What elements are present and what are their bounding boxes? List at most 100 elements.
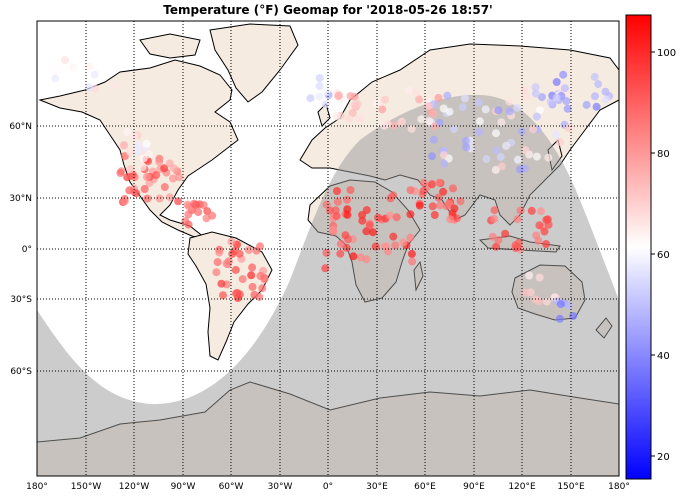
observation-point xyxy=(244,246,253,255)
observation-point xyxy=(525,271,534,280)
observation-point xyxy=(475,127,483,136)
observation-point xyxy=(490,214,499,223)
observation-point xyxy=(408,257,417,266)
colorbar-tick: 100 xyxy=(657,48,676,59)
observation-point xyxy=(160,183,169,191)
observation-point xyxy=(155,194,164,203)
observation-point xyxy=(155,157,164,166)
observation-point xyxy=(126,165,135,174)
observation-point xyxy=(564,124,573,132)
observation-point xyxy=(90,70,99,79)
observation-point xyxy=(535,221,544,230)
lat-label: 60°S xyxy=(10,367,32,377)
observation-point xyxy=(415,201,424,210)
observation-point xyxy=(542,240,551,248)
observation-point xyxy=(425,117,434,126)
observation-point xyxy=(417,115,426,124)
observation-point xyxy=(517,127,526,136)
observation-point xyxy=(407,249,416,258)
observation-point xyxy=(215,248,224,257)
observation-point xyxy=(439,104,448,113)
observation-point xyxy=(556,138,565,147)
observation-point xyxy=(326,206,335,215)
colorbar-tick: 80 xyxy=(657,149,670,160)
observation-point xyxy=(343,205,352,214)
observation-point xyxy=(231,265,240,274)
observation-point xyxy=(256,242,264,251)
observation-point xyxy=(502,141,511,150)
observation-point xyxy=(372,99,381,108)
observation-point xyxy=(461,94,469,103)
lon-label: 180° xyxy=(608,482,630,492)
observation-point xyxy=(362,227,371,236)
observation-point xyxy=(345,114,353,123)
observation-point xyxy=(419,178,428,187)
observation-point xyxy=(194,208,203,217)
observation-point xyxy=(552,78,561,86)
observation-point xyxy=(435,178,444,187)
observation-point xyxy=(443,91,452,100)
observation-point xyxy=(208,211,217,220)
observation-point xyxy=(505,107,514,116)
observation-point xyxy=(329,225,338,234)
observation-point xyxy=(85,62,94,71)
lon-label: 180° xyxy=(26,482,48,492)
observation-point xyxy=(321,264,330,273)
observation-point xyxy=(434,193,443,202)
observation-point xyxy=(601,87,610,96)
observation-point xyxy=(399,238,408,247)
observation-point xyxy=(456,197,465,206)
observation-point xyxy=(552,93,561,102)
observation-point xyxy=(91,84,100,93)
observation-point xyxy=(450,125,459,133)
observation-point xyxy=(563,104,572,113)
observation-point xyxy=(594,80,603,89)
observation-point xyxy=(590,72,599,81)
observation-point xyxy=(449,184,457,193)
lon-label: 150°E xyxy=(557,482,585,492)
observation-point xyxy=(513,215,522,224)
observation-point xyxy=(547,97,555,106)
observation-point xyxy=(564,301,573,310)
observation-point xyxy=(439,151,448,160)
lat-label: 0° xyxy=(22,245,32,255)
observation-point xyxy=(505,97,514,106)
observation-point xyxy=(540,227,549,236)
observation-point xyxy=(542,215,551,224)
observation-point xyxy=(429,135,438,144)
observation-point xyxy=(412,88,421,97)
observation-point xyxy=(492,242,501,251)
observation-point xyxy=(165,159,174,168)
observation-point xyxy=(537,207,545,216)
observation-point xyxy=(475,98,483,107)
observation-point xyxy=(134,141,143,150)
colorbar-tick: 60 xyxy=(657,250,670,261)
observation-point xyxy=(521,288,530,297)
observation-point xyxy=(322,248,331,257)
observation-point xyxy=(462,143,471,152)
observation-point xyxy=(322,200,331,209)
lon-label: 0° xyxy=(323,482,333,492)
observation-point xyxy=(61,56,69,65)
observation-point xyxy=(132,189,141,198)
observation-point xyxy=(602,95,610,104)
observation-point xyxy=(165,193,174,202)
observation-point xyxy=(160,164,169,173)
canadian-arctic xyxy=(139,33,201,59)
observation-point xyxy=(496,152,505,161)
lon-label: 90°W xyxy=(171,482,196,492)
observation-point xyxy=(134,147,143,156)
observation-point xyxy=(552,130,561,139)
observation-point xyxy=(501,229,510,238)
lat-label: 30°N xyxy=(9,194,32,204)
observation-point xyxy=(520,86,529,95)
observation-point xyxy=(224,257,233,266)
observation-point xyxy=(358,216,367,225)
observation-point xyxy=(333,187,341,195)
observation-point xyxy=(555,314,564,323)
observation-point xyxy=(492,129,500,138)
observation-point xyxy=(556,300,565,309)
observation-point xyxy=(56,65,65,74)
observation-point xyxy=(333,197,342,206)
observation-point xyxy=(184,220,193,229)
